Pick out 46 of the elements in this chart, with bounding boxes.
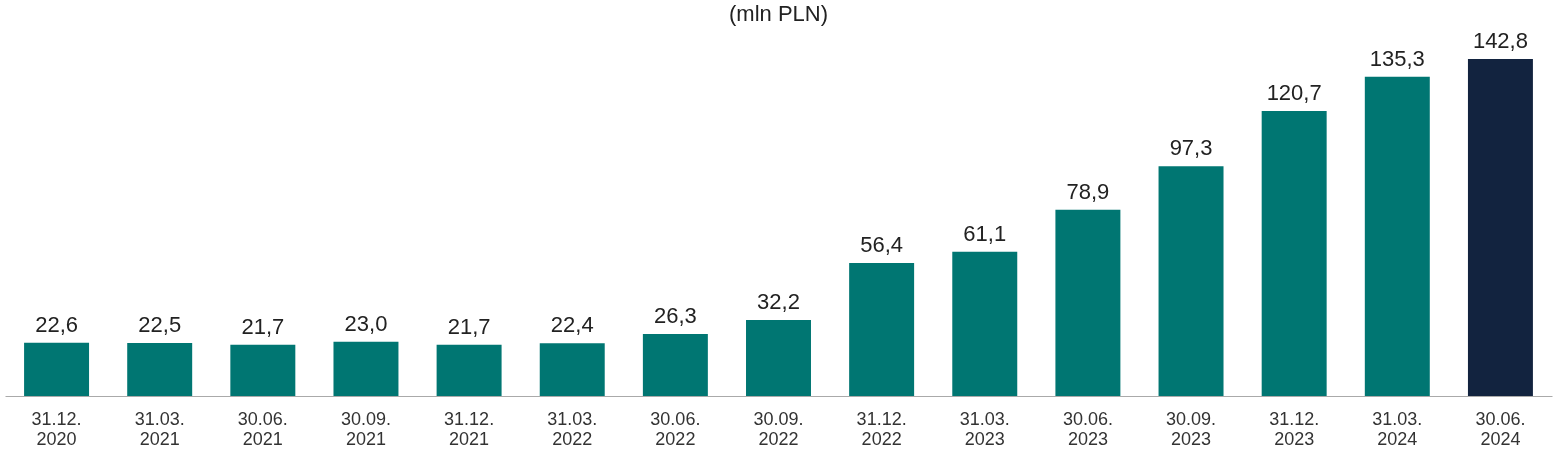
- data-label: 26,3: [653, 302, 697, 328]
- x-tick-label: 31.12. 2023: [1269, 408, 1320, 449]
- bar: [1158, 166, 1224, 396]
- data-label: 32,2: [757, 289, 800, 314]
- data-label: 22,6: [35, 311, 78, 337]
- data-label: 120,7: [1266, 80, 1322, 106]
- x-tick-label: 31.12. 2020: [31, 408, 82, 449]
- x-tick-label: 31.03. 2022: [547, 408, 598, 449]
- x-tick-label: 30.09. 2021: [340, 408, 391, 449]
- x-tick-label: 31.12. 2022: [856, 408, 907, 449]
- x-tick-label: 30.06. 2021: [237, 408, 288, 449]
- x-tick-label: 31.03. 2024: [1372, 408, 1423, 449]
- bar: [746, 320, 811, 396]
- bar: [436, 344, 502, 396]
- data-label: 61,1: [963, 220, 1007, 246]
- bar: [230, 344, 296, 396]
- data-label: 135,3: [1369, 45, 1425, 71]
- bar: [642, 333, 708, 396]
- bar: [333, 341, 399, 396]
- bar: [952, 251, 1018, 396]
- data-label: 23,0: [344, 310, 388, 336]
- x-tick-label: 30.06. 2022: [650, 408, 701, 449]
- x-tick-label: 31.12. 2021: [444, 408, 495, 449]
- bar: [1467, 58, 1533, 396]
- data-label: 78,9: [1066, 178, 1110, 204]
- bar: [127, 342, 193, 396]
- x-tick-label: 30.09. 2023: [1166, 408, 1217, 449]
- bar: [1055, 209, 1121, 396]
- x-tick-label: 30.06. 2023: [1062, 408, 1113, 449]
- data-label: 21,7: [241, 313, 285, 339]
- bar: [24, 342, 90, 396]
- data-label: 22,4: [550, 312, 594, 338]
- bar: [1364, 76, 1430, 396]
- data-label: 21,7: [447, 313, 491, 339]
- bar: [849, 262, 915, 396]
- data-label: 22,5: [138, 311, 182, 337]
- x-tick-label: 31.03. 2021: [134, 408, 185, 449]
- x-tick-label: 31.03. 2023: [959, 408, 1010, 449]
- data-label: 142,8: [1472, 27, 1528, 53]
- x-tick-label: 30.06. 2024: [1475, 408, 1526, 449]
- data-label: 97,3: [1169, 135, 1213, 161]
- bar: [539, 343, 605, 396]
- chart-title: (mln PLN): [728, 0, 829, 26]
- x-tick-label: 30.09. 2022: [753, 408, 804, 449]
- data-label: 56,4: [860, 231, 904, 257]
- bar: [1261, 111, 1327, 396]
